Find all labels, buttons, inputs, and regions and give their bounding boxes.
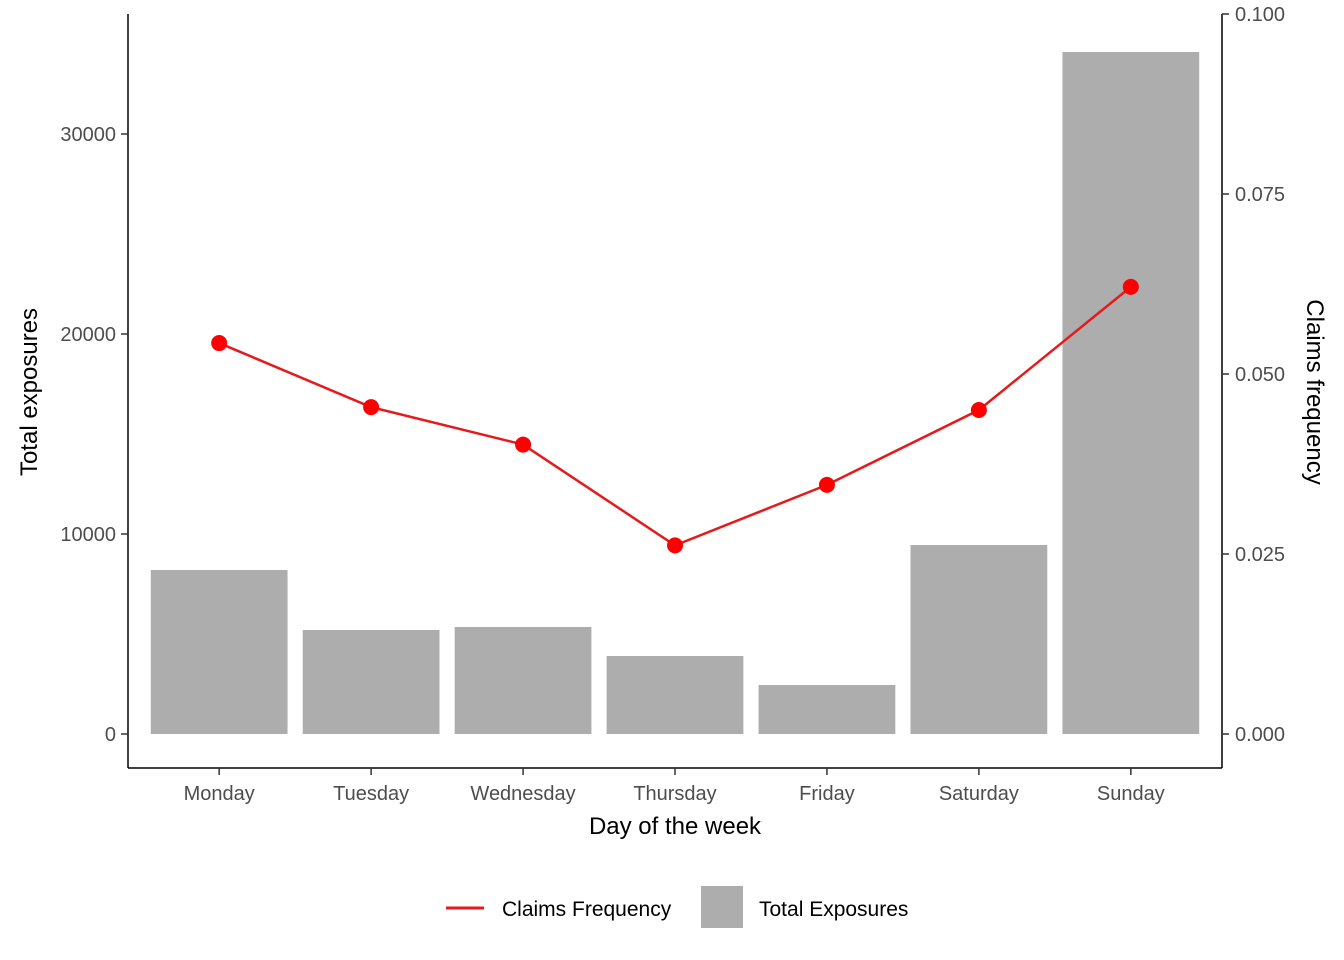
point-thursday [667,537,683,554]
y2-axis-title: Claims frequency [1301,299,1328,484]
x-axis-title: Day of the week [589,813,762,840]
bar-monday [150,570,288,734]
bar-friday [758,685,896,734]
x-tick-label-monday: Monday [184,783,255,805]
point-saturday [970,402,987,419]
point-friday [818,476,835,493]
left-tick-label: 30000 [60,124,116,146]
right-axis-ticks: 0.000 0.025 0.050 0.075 0.100 [1222,4,1285,746]
left-tick-label: 20000 [60,324,116,346]
x-tick-label-saturday: Saturday [939,783,1019,805]
left-tick-label: 10000 [60,524,116,546]
point-wednesday [515,436,532,453]
axes [127,14,1223,769]
legend-label-claims-frequency: Claims Frequency [502,898,672,921]
right-tick-label: 0.025 [1235,544,1285,566]
claims-frequency-line [218,285,1132,547]
bar-saturday [910,545,1048,734]
right-tick-label: 0.100 [1235,4,1285,26]
right-tick-label: 0.050 [1235,364,1285,386]
x-tick-label-thursday: Thursday [633,783,716,805]
right-tick-label: 0.000 [1235,724,1285,746]
point-monday [211,335,228,352]
bar-tuesday [302,630,440,734]
y-axis-title: Total exposures [16,308,43,476]
right-tick-label: 0.075 [1235,184,1285,206]
legend-label-total-exposures: Total Exposures [759,898,908,921]
left-axis-ticks: 0 10000 20000 30000 [60,124,128,746]
left-tick-label: 0 [105,724,116,746]
legend: Claims Frequency Total Exposures [446,886,908,928]
x-tick-label-sunday: Sunday [1097,783,1165,805]
x-tick-label-friday: Friday [799,783,855,805]
x-axis-ticks: Monday Tuesday Wednesday Thursday Friday Satu… [184,768,1165,805]
bar-series [150,52,1200,734]
point-sunday [1122,278,1139,295]
bar-thursday [606,656,744,734]
bar-wednesday [454,627,592,734]
line-series [211,278,1139,554]
x-tick-label-wednesday: Wednesday [470,783,575,805]
bar-sunday [1062,52,1200,734]
x-tick-label-tuesday: Tuesday [333,783,409,805]
legend-bar-key [701,886,743,928]
point-tuesday [363,399,380,416]
